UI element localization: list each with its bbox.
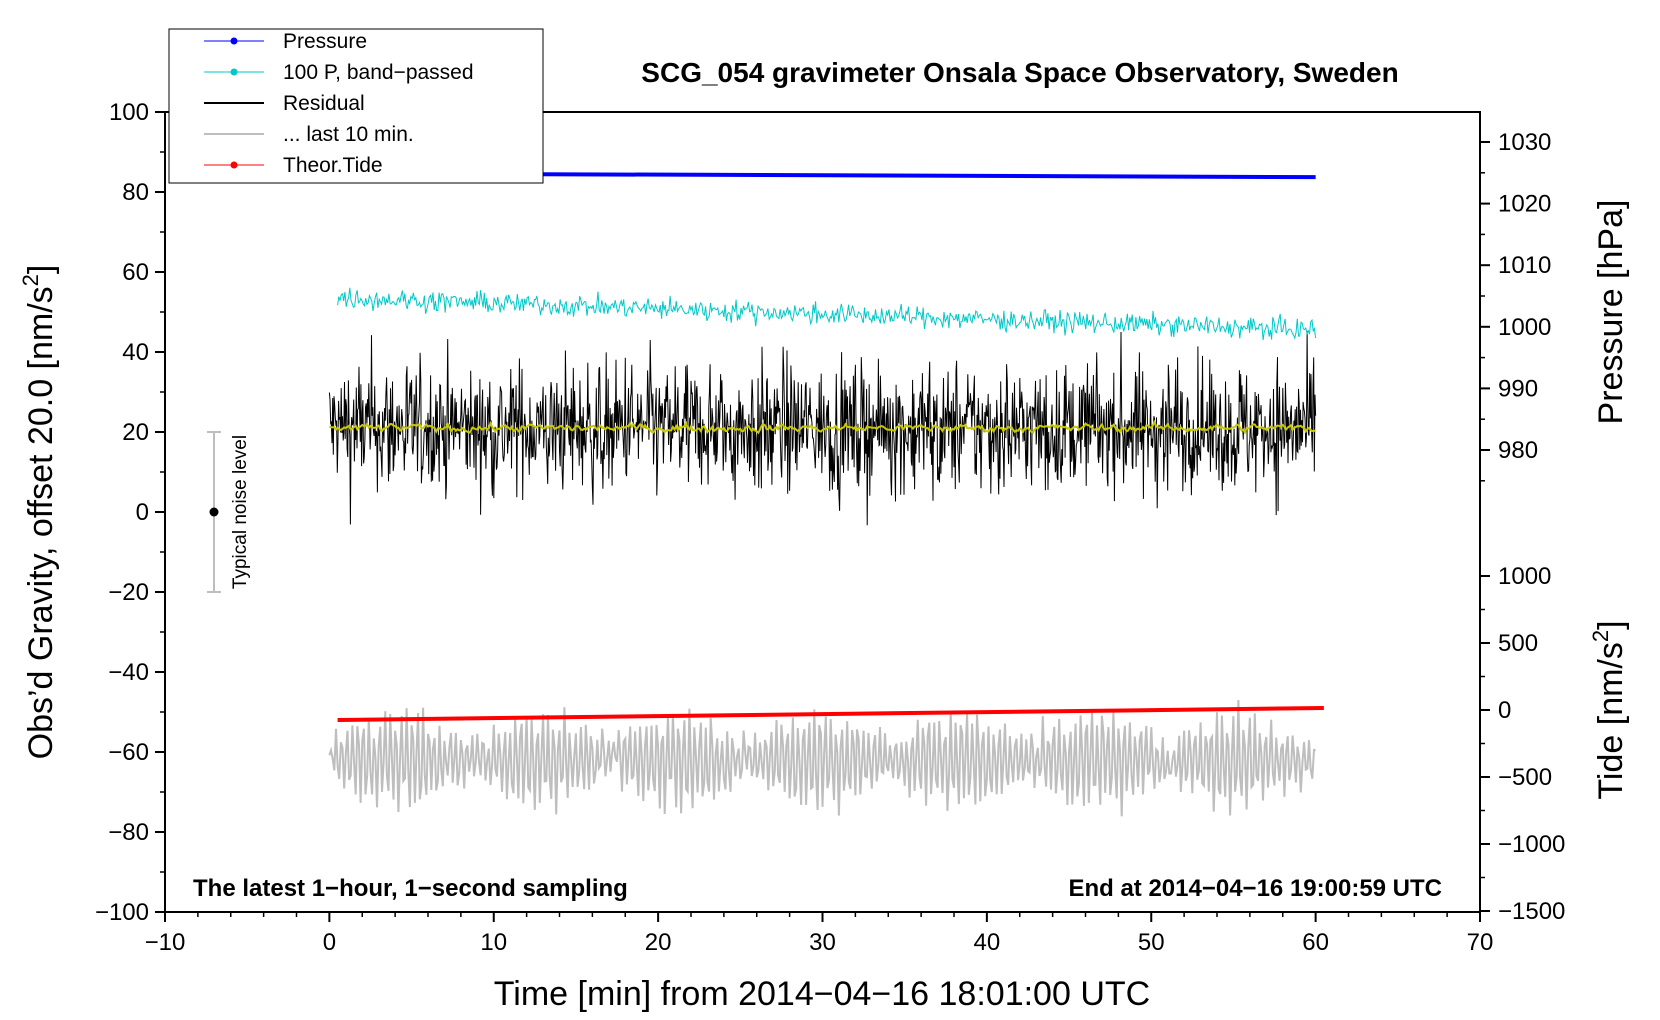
- x-tick-label: 60: [1302, 929, 1329, 956]
- y-tick-label: −40: [108, 659, 149, 686]
- y-tick-label: 80: [122, 179, 149, 206]
- tide-tick-label: −1000: [1498, 831, 1565, 858]
- y-axis-label-pressure: Pressure [hPa]: [1592, 200, 1630, 425]
- y-axis-label-tide-main: Tide [nm/s: [1592, 642, 1630, 799]
- legend: Pressure 100 P, band−passed Residual ... la…: [168, 28, 544, 184]
- legend-label: Residual: [283, 92, 365, 115]
- y-tick-label: 40: [122, 339, 149, 366]
- legend-label: ... last 10 min.: [283, 123, 414, 146]
- tide-tick-label: −500: [1498, 764, 1552, 791]
- pressure-tick-label: 980: [1498, 437, 1538, 464]
- x-tick-label: −10: [145, 929, 186, 956]
- y-tick-label: −100: [95, 899, 149, 926]
- noise-level-indicator: Typical noise level: [207, 431, 251, 593]
- axes-layer: −10 0 10 20 30 40 50 60 70100806040200−20−40−60−…: [95, 99, 1565, 956]
- legend-label: Pressure: [283, 30, 367, 53]
- legend-label: 100 P, band−passed: [283, 61, 474, 84]
- end-time-note: End at 2014−04−16 19:00:59 UTC: [1068, 875, 1442, 902]
- y-axis-label-tide-exp: 2: [1588, 630, 1613, 642]
- pressure-tick-label: 1010: [1498, 252, 1551, 279]
- x-axis-label: Time [min] from 2014−04−16 18:01:00 UTC: [494, 975, 1150, 1013]
- legend-marker: [230, 68, 238, 76]
- bandpassed-series-line: [337, 287, 1317, 341]
- data-layer: [328, 171, 1324, 817]
- tide-tick-label: 500: [1498, 630, 1538, 657]
- tide-tick-label: 0: [1498, 697, 1511, 724]
- y-axis-label-left-main: Obs’d Gravity, offset 20.0 [nm/s: [22, 286, 60, 759]
- tide-tick-label: 1000: [1498, 563, 1551, 590]
- pressure-tick-label: 990: [1498, 375, 1538, 402]
- legend-marker: [230, 161, 238, 169]
- x-tick-label: 0: [323, 929, 336, 956]
- y-tick-label: −80: [108, 819, 149, 846]
- x-tick-label: 70: [1467, 929, 1494, 956]
- sampling-note: The latest 1−hour, 1−second sampling: [193, 875, 628, 902]
- legend-marker: [230, 37, 238, 45]
- y-axis-label-left-close: ]: [22, 265, 60, 274]
- tide-tick-label: −1500: [1498, 898, 1565, 925]
- x-tick-label: 20: [645, 929, 672, 956]
- y-tick-label: −20: [108, 579, 149, 606]
- y-tick-label: 0: [136, 499, 149, 526]
- pressure-tick-label: 1000: [1498, 314, 1551, 341]
- last10min-series-line: [328, 699, 1316, 817]
- x-tick-label: 10: [480, 929, 507, 956]
- x-tick-label: 40: [974, 929, 1001, 956]
- noise-bar-center-dot: [209, 507, 219, 517]
- pressure-tick-label: 1020: [1498, 191, 1551, 218]
- y-axis-label-tide: Tide [nm/s2]: [1588, 620, 1630, 799]
- x-tick-label: 30: [809, 929, 836, 956]
- residual-smoothed-line: [328, 419, 1316, 435]
- chart-title: SCG_054 gravimeter Onsala Space Observat…: [641, 57, 1398, 88]
- y-axis-label-left-exp: 2: [18, 274, 43, 286]
- y-tick-label: 60: [122, 259, 149, 286]
- legend-label: Theor.Tide: [283, 154, 383, 177]
- tide-series-line: [337, 706, 1324, 722]
- y-axis-label-tide-close: ]: [1592, 620, 1630, 629]
- y-tick-label: −60: [108, 739, 149, 766]
- y-tick-label: 100: [109, 99, 149, 126]
- pressure-tick-label: 1030: [1498, 129, 1551, 156]
- y-axis-label-left: Obs’d Gravity, offset 20.0 [nm/s2]: [18, 265, 60, 760]
- x-tick-label: 50: [1138, 929, 1165, 956]
- legend-box: [168, 28, 544, 184]
- y-tick-label: 20: [122, 419, 149, 446]
- noise-level-label: Typical noise level: [230, 435, 251, 589]
